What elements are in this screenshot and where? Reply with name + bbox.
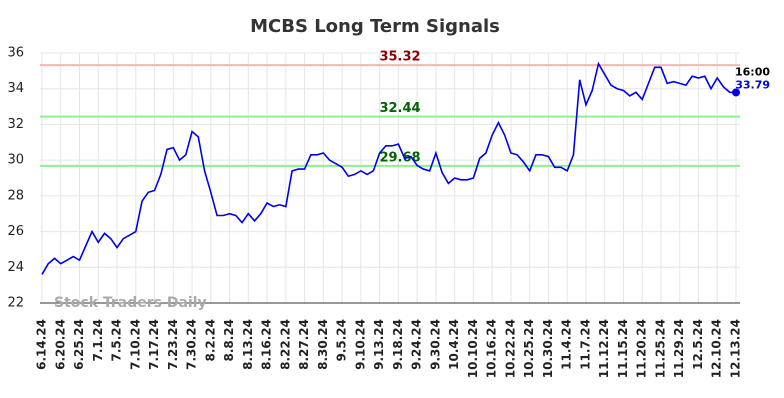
x-tick-label: 9.24.24 <box>410 319 424 370</box>
x-tick-label: 8.16.24 <box>260 319 274 370</box>
x-tick-label: 12.10.24 <box>710 319 724 378</box>
x-tick-label: 11.4.24 <box>560 319 574 370</box>
x-tick-label: 8.30.24 <box>316 319 330 370</box>
x-tick-label: 10.25.24 <box>522 319 536 378</box>
x-tick-label: 8.27.24 <box>297 319 311 370</box>
last-value: 33.79 <box>735 78 770 91</box>
y-tick-label: 32 <box>7 117 24 132</box>
x-tick-label: 12.13.24 <box>729 319 743 378</box>
x-tick-label: 7.10.24 <box>128 319 142 370</box>
x-tick-label: 11.20.24 <box>635 319 649 378</box>
price-line <box>41 61 737 275</box>
x-tick-label: 7.1.24 <box>91 319 105 362</box>
x-tick-label: 10.10.24 <box>466 319 480 378</box>
x-tick-label: 12.5.24 <box>691 319 705 370</box>
x-tick-label: 11.7.24 <box>578 319 592 370</box>
x-tick-label: 8.22.24 <box>278 319 292 370</box>
watermark: Stock Traders Daily <box>54 295 207 311</box>
x-tick-label: 7.30.24 <box>185 319 199 370</box>
x-tick-label: 9.30.24 <box>428 319 442 370</box>
x-tick-label: 10.30.24 <box>541 319 555 378</box>
x-tick-label: 7.5.24 <box>110 319 124 362</box>
x-tick-label: 11.15.24 <box>616 319 630 378</box>
x-tick-label: 11.12.24 <box>597 319 611 378</box>
x-tick-label: 8.2.24 <box>203 319 217 362</box>
signal-label: 32.44 <box>379 101 420 116</box>
chart-title: MCBS Long Term Signals <box>250 16 500 37</box>
y-tick-label: 36 <box>7 46 24 61</box>
y-tick-label: 30 <box>7 153 24 168</box>
x-tick-label: 11.29.24 <box>672 319 686 378</box>
x-tick-label: 7.23.24 <box>166 319 180 370</box>
x-tick-label: 6.20.24 <box>53 319 67 370</box>
x-tick-label: 11.25.24 <box>653 319 667 378</box>
last-time: 16:00 <box>735 65 770 78</box>
signal-label: 35.32 <box>379 50 420 65</box>
x-tick-label: 8.13.24 <box>241 319 255 370</box>
x-tick-label: 9.10.24 <box>353 319 367 370</box>
y-tick-label: 34 <box>7 81 24 96</box>
x-tick-label: 10.16.24 <box>485 319 499 378</box>
last-point <box>732 88 740 97</box>
y-tick-label: 22 <box>7 296 24 311</box>
x-tick-label: 9.13.24 <box>372 319 386 370</box>
x-tick-label: 9.5.24 <box>335 319 349 362</box>
y-tick-label: 28 <box>7 188 24 203</box>
x-tick-label: 7.17.24 <box>147 319 161 370</box>
y-tick-label: 26 <box>7 224 24 239</box>
x-tick-label: 6.14.24 <box>35 319 49 370</box>
x-tick-label: 10.22.24 <box>503 319 517 378</box>
signal-label: 29.68 <box>379 150 420 165</box>
y-tick-label: 24 <box>7 260 24 275</box>
x-tick-label: 6.25.24 <box>72 319 86 370</box>
x-tick-label: 9.18.24 <box>391 319 405 370</box>
x-tick-label: 8.8.24 <box>222 319 236 362</box>
x-tick-label: 10.4.24 <box>447 319 461 370</box>
